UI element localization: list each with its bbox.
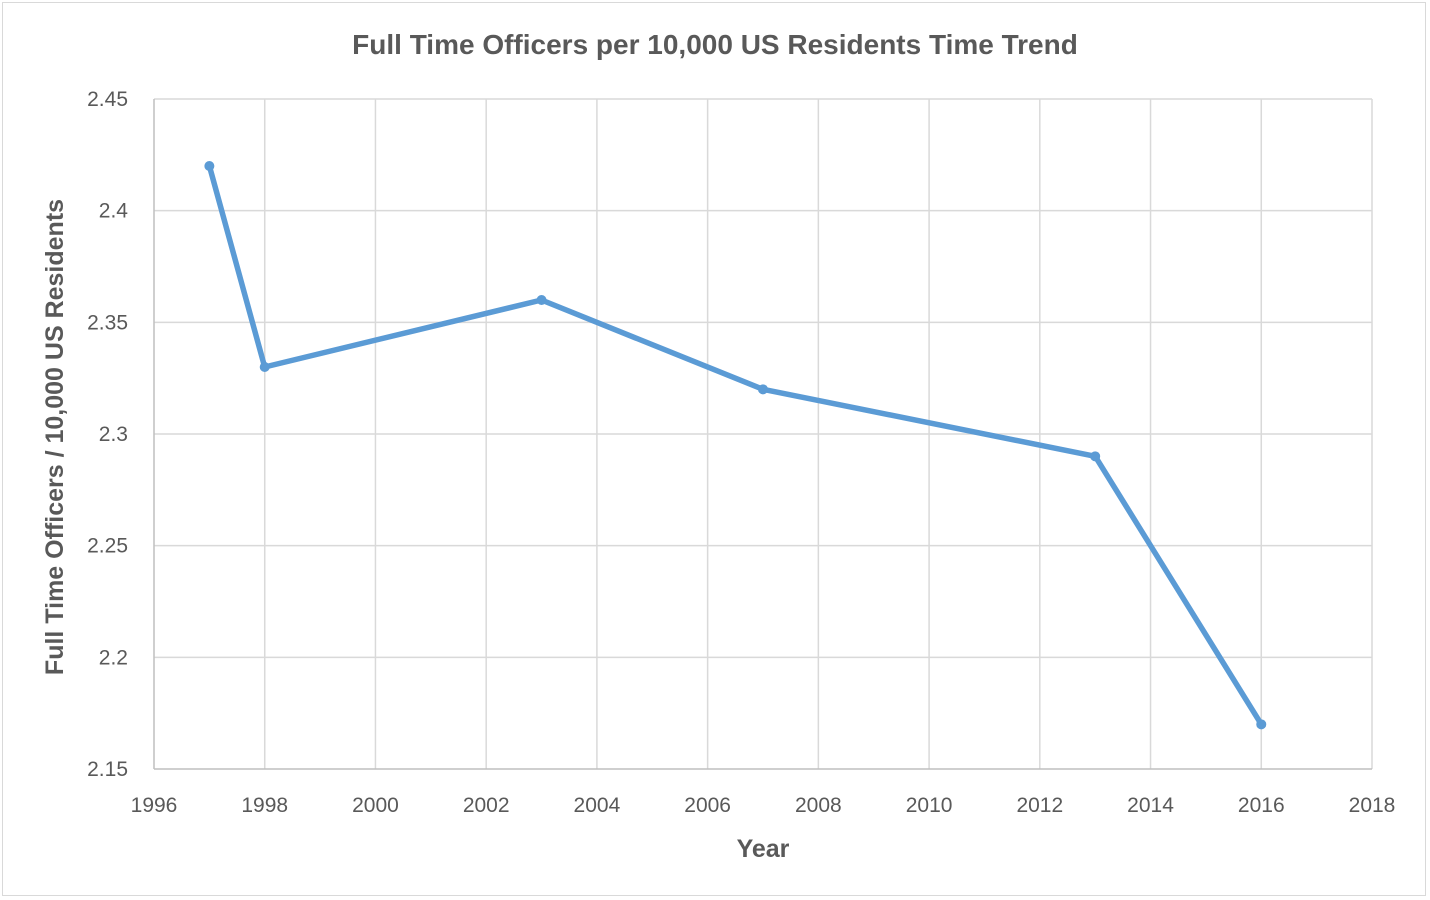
y-axis-title: Full Time Officers / 10,000 US Residents	[41, 199, 69, 675]
x-tick-label: 2002	[463, 794, 510, 817]
y-tick-label: 2.15	[87, 758, 128, 781]
x-tick-label: 1998	[241, 794, 288, 817]
x-axis-title: Year	[737, 835, 790, 863]
data-point	[536, 295, 547, 305]
chart-title: Full Time Officers per 10,000 US Residen…	[352, 29, 1078, 60]
y-tick-label: 2.4	[99, 200, 129, 223]
x-tick-label: 2016	[1238, 794, 1285, 817]
x-tick-label: 2000	[352, 794, 399, 817]
y-tick-label: 2.45	[87, 88, 128, 111]
y-tick-label: 2.35	[87, 311, 128, 334]
series-line	[206, 163, 1265, 728]
data-point	[1090, 451, 1101, 462]
data-point	[1256, 719, 1267, 730]
axes	[153, 99, 1372, 770]
tick-labels: 1996 1998 2000 2002 2004 2006 2008 2010 2012 2014…	[87, 88, 1395, 817]
y-tick-label: 2.25	[87, 535, 128, 558]
x-tick-label: 2006	[684, 794, 731, 817]
x-tick-label: 1996	[131, 794, 178, 817]
series-layer	[204, 161, 1267, 730]
x-tick-label: 2018	[1349, 794, 1396, 817]
y-tick-label: 2.3	[99, 423, 128, 446]
x-tick-label: 2014	[1127, 794, 1174, 817]
x-tick-label: 2004	[574, 794, 621, 817]
y-tick-label: 2.2	[99, 646, 128, 669]
gridlines	[154, 98, 1373, 769]
x-tick-label: 2012	[1016, 794, 1063, 817]
x-tick-label: 2010	[906, 794, 953, 817]
data-point	[259, 362, 270, 372]
data-point	[758, 384, 768, 395]
x-tick-label: 2008	[795, 794, 842, 817]
data-point	[204, 161, 215, 171]
